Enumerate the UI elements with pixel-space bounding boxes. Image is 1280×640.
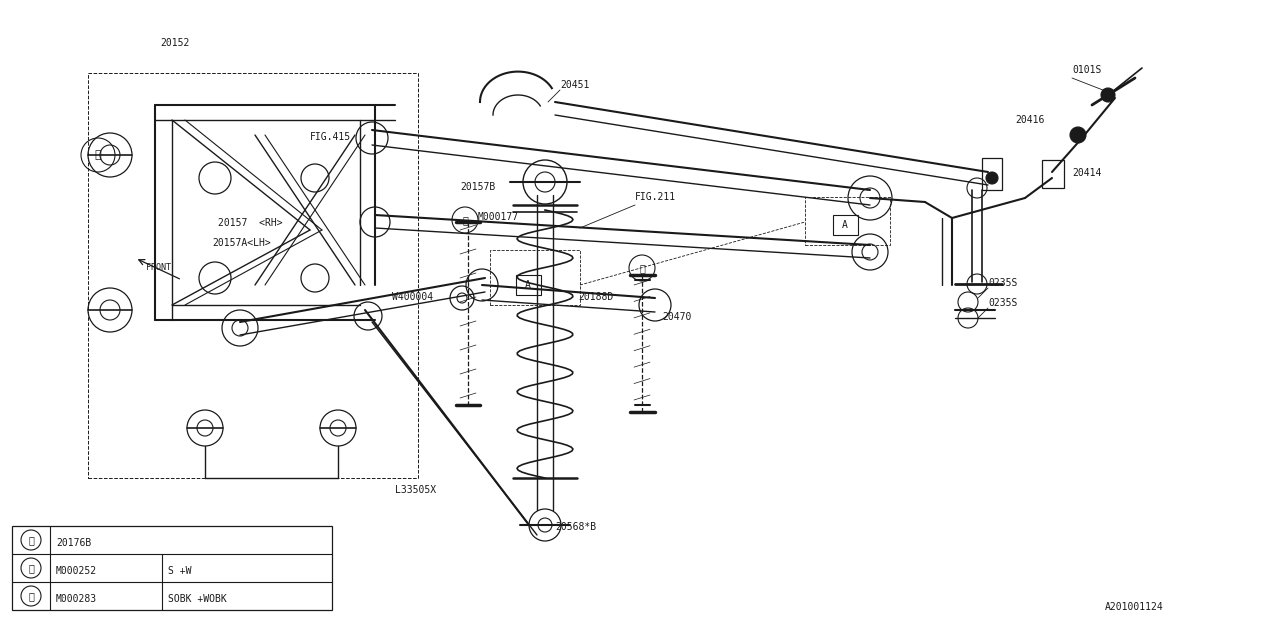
- Text: A: A: [842, 220, 847, 230]
- Text: M000283: M000283: [56, 594, 97, 604]
- Text: 20188D: 20188D: [579, 292, 613, 302]
- Text: 0235S: 0235S: [988, 278, 1018, 288]
- Bar: [490, 250, 580, 305]
- Circle shape: [986, 172, 998, 184]
- Text: 20568*B: 20568*B: [556, 522, 596, 532]
- Bar: [832, 215, 858, 235]
- Text: 20157  <RH>: 20157 <RH>: [218, 218, 283, 228]
- Circle shape: [100, 300, 120, 320]
- Bar: [12, 526, 332, 610]
- Text: ②: ②: [28, 535, 35, 545]
- Circle shape: [197, 420, 212, 436]
- Circle shape: [100, 145, 120, 165]
- Bar: [805, 197, 890, 245]
- Circle shape: [457, 293, 467, 303]
- Bar: [516, 275, 540, 295]
- Text: SOBK +WOBK: SOBK +WOBK: [168, 594, 227, 604]
- Text: 0235S: 0235S: [988, 298, 1018, 308]
- Text: ①: ①: [639, 263, 645, 273]
- Text: 20414: 20414: [1073, 168, 1101, 178]
- Text: A201001124: A201001124: [1105, 602, 1164, 612]
- Text: 20470: 20470: [662, 312, 691, 322]
- Text: A: A: [525, 280, 531, 290]
- Text: 20152: 20152: [160, 38, 189, 48]
- Text: 20157B: 20157B: [460, 182, 495, 192]
- Circle shape: [538, 518, 552, 532]
- Text: 20416: 20416: [1015, 115, 1044, 125]
- Text: 20176B: 20176B: [56, 538, 91, 548]
- Text: ①: ①: [28, 563, 35, 573]
- Text: ①: ①: [28, 591, 35, 601]
- Text: FIG.415: FIG.415: [310, 132, 351, 142]
- Text: W400004: W400004: [392, 292, 433, 302]
- Circle shape: [232, 320, 248, 336]
- Text: 0101S: 0101S: [1073, 65, 1101, 75]
- Text: M000177: M000177: [477, 212, 520, 222]
- Text: L33505X: L33505X: [396, 485, 436, 495]
- Bar: [88, 73, 419, 478]
- Text: ①: ①: [462, 215, 468, 225]
- Circle shape: [860, 188, 881, 208]
- Bar: [1042, 160, 1064, 188]
- Bar: [982, 158, 1002, 190]
- Text: 20451: 20451: [561, 80, 589, 90]
- Circle shape: [861, 244, 878, 260]
- Text: M000252: M000252: [56, 566, 97, 576]
- Text: FRONT: FRONT: [146, 263, 170, 272]
- Circle shape: [535, 172, 556, 192]
- Text: S +W: S +W: [168, 566, 192, 576]
- Text: ②: ②: [95, 150, 101, 160]
- Text: 20157A<LH>: 20157A<LH>: [212, 238, 271, 248]
- Text: FIG.211: FIG.211: [635, 192, 676, 202]
- Circle shape: [1070, 127, 1085, 143]
- Circle shape: [1101, 88, 1115, 102]
- Circle shape: [330, 420, 346, 436]
